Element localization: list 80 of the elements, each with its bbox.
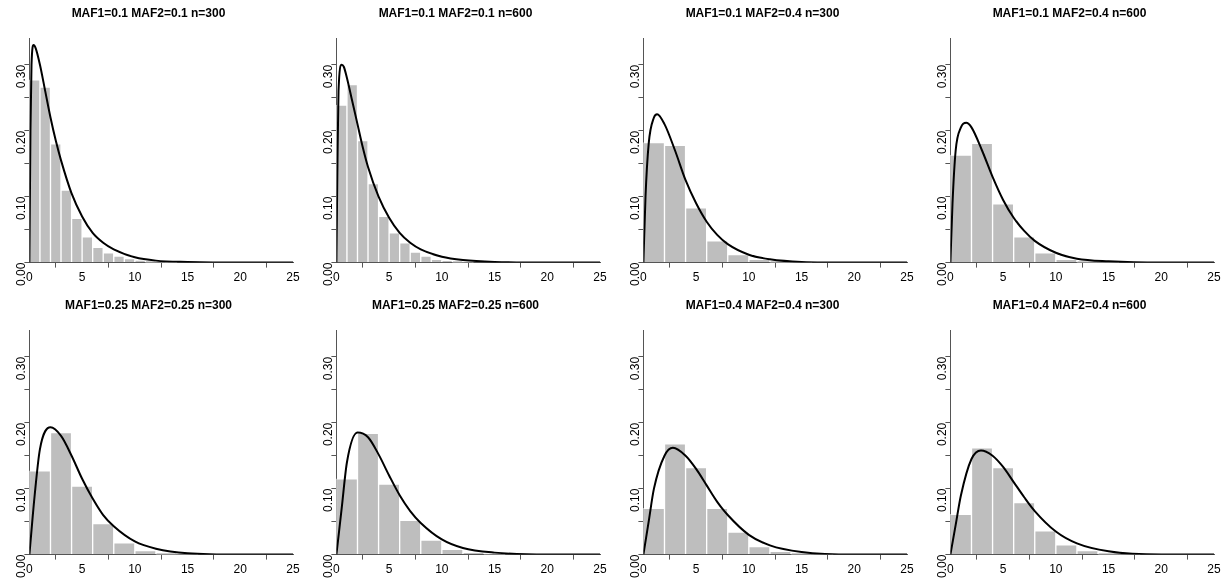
- y-tick-label: 0.20: [934, 130, 949, 155]
- y-tick-label: 0.10: [627, 488, 642, 513]
- x-tick-label: 15: [487, 562, 502, 577]
- x-tick-label: 5: [385, 270, 393, 285]
- x-tick-label: 5: [692, 562, 700, 577]
- y-tick-label: 0.30: [934, 64, 949, 89]
- x-tick-label: 25: [900, 270, 914, 285]
- x-tick-label: 0: [26, 270, 34, 285]
- y-tick-label: 0.20: [627, 130, 642, 155]
- y-tick-label: 0.30: [13, 356, 28, 381]
- y-tick-label: 0.10: [627, 196, 642, 221]
- y-tick-label: 0.10: [320, 488, 335, 513]
- y-tick-label: 0.20: [13, 422, 28, 447]
- x-tick-label: 10: [742, 270, 756, 285]
- chart-title: MAF1=0.1 MAF2=0.1 n=300: [71, 5, 226, 20]
- x-tick-label: 20: [233, 270, 248, 285]
- y-tick-label: 0.20: [934, 422, 949, 447]
- chart-title: MAF1=0.25 MAF2=0.25 n=300: [64, 297, 233, 312]
- x-tick-label: 25: [593, 270, 607, 285]
- y-tick-label: 0.20: [320, 422, 335, 447]
- x-tick-label: 0: [26, 562, 34, 577]
- x-tick-label: 25: [593, 562, 607, 577]
- x-tick-label: 5: [78, 270, 86, 285]
- x-tick-label: 5: [385, 562, 393, 577]
- y-tick-label: 0.30: [320, 356, 335, 381]
- x-tick-label: 25: [286, 562, 300, 577]
- x-tick-label: 15: [794, 562, 809, 577]
- x-tick-label: 5: [999, 270, 1007, 285]
- y-tick-label: 0.10: [320, 196, 335, 221]
- y-tick-label: 0.30: [320, 64, 335, 89]
- x-tick-label: 25: [1207, 562, 1221, 577]
- chart-title: MAF1=0.1 MAF2=0.4 n=300: [685, 5, 840, 20]
- x-tick-label: 5: [692, 270, 700, 285]
- x-tick-label: 20: [233, 562, 248, 577]
- x-tick-label: 0: [333, 270, 341, 285]
- x-tick-label: 10: [128, 562, 142, 577]
- x-tick-label: 15: [487, 270, 502, 285]
- x-tick-label: 15: [794, 270, 809, 285]
- y-tick-label: 0.30: [13, 64, 28, 89]
- y-tick-label: 0.10: [934, 196, 949, 221]
- x-tick-label: 0: [947, 270, 955, 285]
- y-tick-label: 0.10: [13, 488, 28, 513]
- x-tick-label: 20: [1154, 562, 1169, 577]
- x-tick-label: 20: [540, 270, 555, 285]
- x-tick-label: 0: [947, 562, 955, 577]
- y-tick-label: 0.20: [320, 130, 335, 155]
- chart-title: MAF1=0.4 MAF2=0.4 n=600: [992, 297, 1147, 312]
- y-tick-label: 0.20: [627, 422, 642, 447]
- chart-title: MAF1=0.1 MAF2=0.4 n=600: [992, 5, 1147, 20]
- x-tick-label: 0: [640, 562, 648, 577]
- x-tick-label: 10: [742, 562, 756, 577]
- chart-title: MAF1=0.25 MAF2=0.25 n=600: [371, 297, 540, 312]
- x-tick-label: 15: [1101, 270, 1116, 285]
- x-tick-label: 10: [435, 562, 449, 577]
- x-tick-label: 0: [333, 562, 341, 577]
- x-tick-label: 15: [180, 270, 195, 285]
- y-tick-label: 0.10: [13, 196, 28, 221]
- y-tick-label: 0.30: [627, 64, 642, 89]
- x-tick-label: 0: [640, 270, 648, 285]
- x-tick-label: 15: [1101, 562, 1116, 577]
- x-tick-label: 10: [1049, 562, 1063, 577]
- x-tick-label: 25: [900, 562, 914, 577]
- y-tick-label: 0.20: [13, 130, 28, 155]
- x-tick-label: 20: [847, 270, 862, 285]
- x-tick-label: 15: [180, 562, 195, 577]
- x-tick-label: 5: [78, 562, 86, 577]
- x-tick-label: 10: [435, 270, 449, 285]
- y-tick-label: 0.30: [627, 356, 642, 381]
- x-tick-label: 20: [1154, 270, 1169, 285]
- chart-title: MAF1=0.1 MAF2=0.1 n=600: [378, 5, 533, 20]
- x-tick-label: 5: [999, 562, 1007, 577]
- x-tick-label: 20: [540, 562, 555, 577]
- x-tick-label: 10: [128, 270, 142, 285]
- x-tick-label: 25: [286, 270, 300, 285]
- y-tick-label: 0.30: [934, 356, 949, 381]
- chart-title: MAF1=0.4 MAF2=0.4 n=300: [685, 297, 840, 312]
- x-tick-label: 25: [1207, 270, 1221, 285]
- y-tick-label: 0.10: [934, 488, 949, 513]
- x-tick-label: 10: [1049, 270, 1063, 285]
- x-tick-label: 20: [847, 562, 862, 577]
